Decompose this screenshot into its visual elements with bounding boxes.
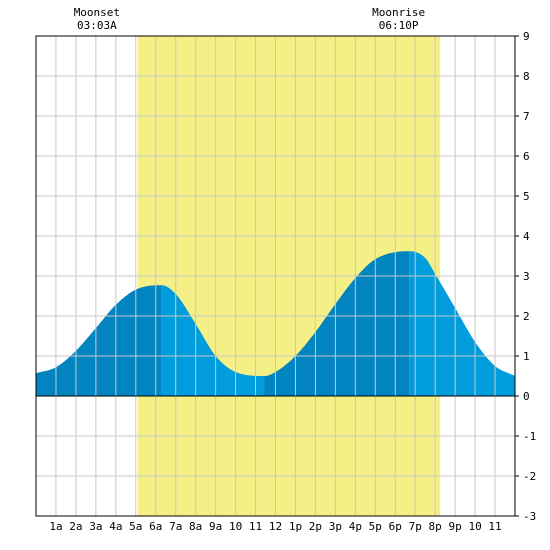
y-tick-label: 2 [523,310,530,323]
y-tick-label: 6 [523,150,530,163]
x-tick-label: 7p [409,520,422,533]
y-tick-labels: -3 -2 -1 0 1 2 3 4 5 6 7 8 9 [515,30,536,523]
x-tick-label: 10 [468,520,481,533]
x-tick-label: 9a [209,520,222,533]
y-tick-label: 8 [523,70,530,83]
y-tick-label: 5 [523,190,530,203]
x-tick-label: 11 [249,520,262,533]
x-tick-label: 1a [49,520,62,533]
x-tick-label: 2a [69,520,82,533]
x-tick-label: 4a [109,520,122,533]
x-tick-label: 2p [309,520,322,533]
annotation-label: Moonset [74,6,120,19]
y-tick-label: -3 [523,510,536,523]
y-tick-label: 3 [523,270,530,283]
x-tick-label: 1p [289,520,302,533]
x-tick-label: 3a [89,520,102,533]
x-tick-label: 5p [369,520,382,533]
tide-area-rising-1 [36,285,162,396]
x-tick-labels: 1a 2a 3a 4a 5a 6a 7a 8a 9a 10 11 12 1p 2p 3p 4p 5p 6p 7p 8p… [49,520,501,533]
tide-area-falling-1 [161,285,265,396]
y-tick-label: 0 [523,390,530,403]
x-tick-label: 12 [269,520,282,533]
x-tick-label: 8a [189,520,202,533]
x-tick-label: 6a [149,520,162,533]
y-tick-label: 1 [523,350,530,363]
grid-layer [36,36,515,516]
y-tick-label: 7 [523,110,530,123]
x-tick-label: 4p [349,520,362,533]
x-tick-label: 9p [449,520,462,533]
y-tick-label: -2 [523,470,536,483]
x-tick-label: 3p [329,520,342,533]
tide-area-rising-2 [264,251,410,396]
annotation-label: Moonrise [372,6,425,19]
x-tick-label: 8p [429,520,442,533]
y-tick-label: 9 [523,30,530,43]
x-tick-label: 11 [488,520,501,533]
x-tick-label: 10 [229,520,242,533]
y-tick-label: -1 [523,430,536,443]
x-tick-label: 7a [169,520,182,533]
y-tick-label: 4 [523,230,530,243]
x-tick-label: 6p [389,520,402,533]
annotation-time: 06:10P [379,19,419,32]
x-tick-label: 5a [129,520,142,533]
annotation-time: 03:03A [77,19,117,32]
